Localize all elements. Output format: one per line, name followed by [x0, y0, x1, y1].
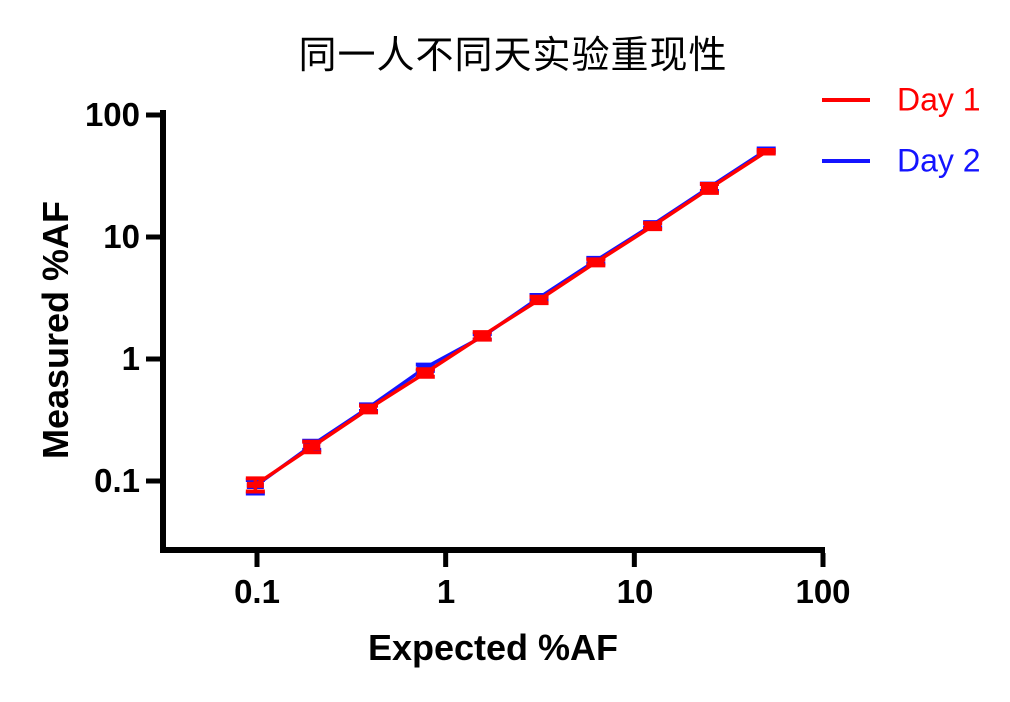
y-tick-label-0.1: 0.1 — [94, 462, 140, 499]
day2-line-swatch-icon — [822, 159, 870, 163]
x-tick-label-0.1: 0.1 — [234, 573, 280, 610]
legend-label-day1: Day 1 — [897, 81, 981, 118]
y-tick-label-100: 100 — [84, 96, 140, 133]
x-tick-label-100: 100 — [795, 573, 851, 610]
x-tick-label-10: 10 — [616, 573, 654, 610]
y-tick-label-10: 10 — [103, 218, 140, 255]
legend-item-day1: Day 1 — [822, 82, 981, 118]
legend-item-day2: Day 2 — [822, 143, 981, 179]
x-tick-label-1: 1 — [436, 573, 456, 610]
legend-label-day2: Day 2 — [897, 142, 981, 179]
day1-line-swatch-icon — [822, 98, 870, 102]
chart-title: 同一人不同天实验重现性 — [298, 33, 728, 77]
y-tick-label-1: 1 — [121, 340, 140, 377]
x-axis-label: Expected %AF — [367, 627, 619, 668]
